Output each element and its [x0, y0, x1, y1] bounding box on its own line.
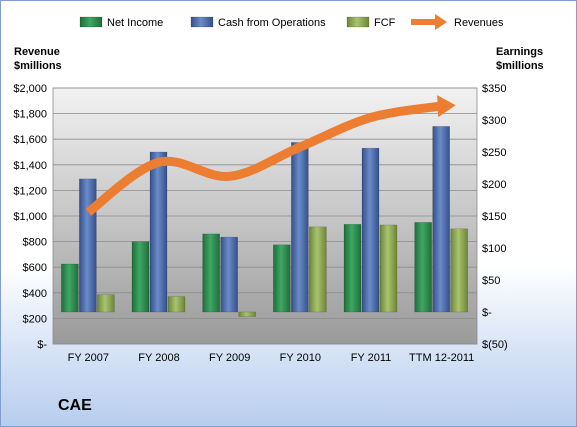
- bar: [291, 142, 309, 313]
- bar: [167, 296, 186, 313]
- right-tick-label: $50: [482, 275, 500, 287]
- bar: [97, 294, 115, 313]
- left-tick-label: $400: [23, 288, 47, 300]
- right-tick-label: $350: [482, 83, 506, 95]
- left-tick-label: $200: [23, 313, 47, 325]
- category-label: FY 2008: [138, 352, 179, 364]
- right-tick-label: $100: [482, 243, 506, 255]
- left-tick-label: $600: [23, 262, 47, 274]
- right-tick-label: $250: [482, 147, 506, 159]
- bar: [220, 236, 238, 313]
- category-label: FY 2011: [351, 352, 392, 364]
- left-axis-title-line1: Revenue: [14, 46, 60, 58]
- company-label: CAE: [58, 397, 92, 414]
- bar: [79, 178, 97, 313]
- left-axis-title-line2: $millions: [14, 60, 62, 72]
- category-label: FY 2007: [68, 352, 109, 364]
- bar: [61, 263, 79, 313]
- right-tick-label: $300: [482, 115, 506, 127]
- left-tick-label: $1,600: [13, 134, 47, 146]
- bar: [414, 222, 432, 313]
- bar: [343, 224, 362, 313]
- bar: [432, 126, 450, 313]
- legend-label: Net Income: [107, 17, 163, 29]
- right-tick-label: $(50): [482, 339, 508, 351]
- plot-border: [52, 87, 478, 345]
- legend-arrow-swatch: [435, 14, 447, 30]
- left-tick-label: $2,000: [13, 83, 47, 95]
- left-axis-title: Revenue $millions: [14, 45, 62, 73]
- legend-label: Revenues: [454, 17, 504, 29]
- bar: [273, 244, 291, 313]
- legend-swatch: [190, 16, 214, 28]
- revenues-line: [85, 101, 443, 216]
- left-tick-label: $1,400: [13, 160, 47, 172]
- bar: [149, 151, 168, 313]
- legend-label: FCF: [374, 17, 396, 29]
- right-axis-title: Earnings $millions: [496, 45, 544, 73]
- left-tick-label: $800: [23, 237, 47, 249]
- legend-swatch: [79, 16, 103, 28]
- right-tick-label: $-: [482, 307, 492, 319]
- bar: [131, 241, 150, 313]
- bar: [238, 311, 256, 317]
- left-tick-label: $1,800: [13, 109, 47, 121]
- legend-label: Cash from Operations: [218, 17, 326, 29]
- bar: [379, 224, 398, 313]
- category-label: FY 2010: [280, 352, 321, 364]
- right-axis-title-line1: Earnings: [496, 46, 544, 58]
- left-tick-label: $1,000: [13, 211, 47, 223]
- bar: [361, 147, 380, 313]
- legend-swatch: [346, 16, 370, 28]
- category-label: TTM 12-2011: [409, 352, 474, 364]
- right-axis-title-line2: $millions: [496, 60, 544, 72]
- bar: [309, 226, 327, 313]
- revenues-arrowhead: [437, 95, 456, 118]
- right-tick-label: $200: [482, 179, 506, 191]
- left-tick-label: $1,200: [13, 185, 47, 197]
- left-tick-label: $-: [37, 339, 47, 351]
- right-tick-label: $150: [482, 211, 506, 223]
- bar: [450, 228, 468, 313]
- category-label: FY 2009: [209, 352, 250, 364]
- bar: [202, 233, 220, 313]
